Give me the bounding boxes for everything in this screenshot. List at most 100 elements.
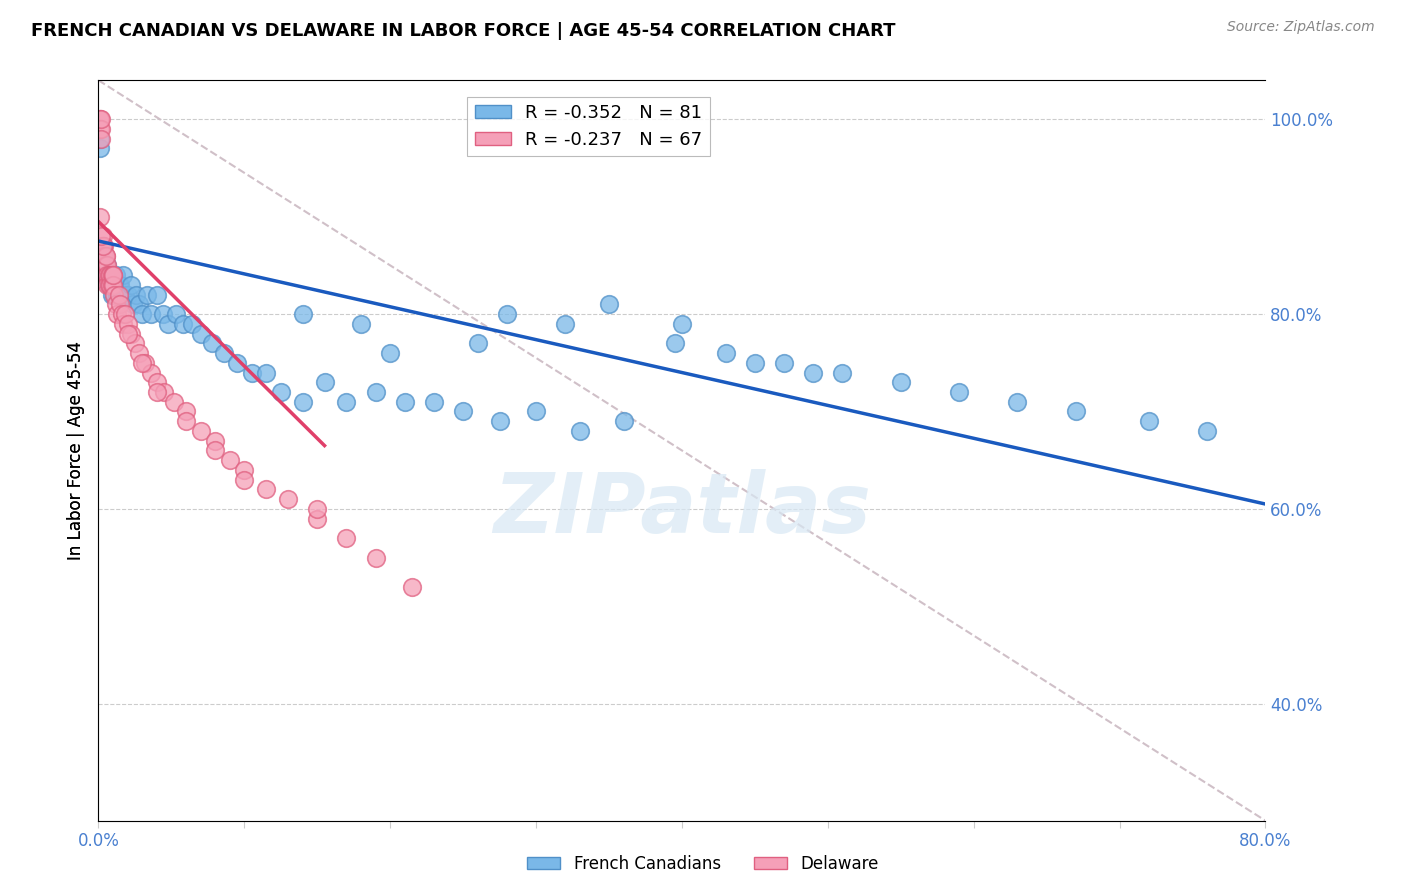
Point xyxy=(98,277,121,292)
Point xyxy=(153,384,176,399)
Point xyxy=(612,414,634,428)
Point xyxy=(350,317,373,331)
Point xyxy=(134,356,156,370)
Point xyxy=(91,229,114,244)
Point xyxy=(124,336,146,351)
Point xyxy=(93,259,115,273)
Point xyxy=(93,249,115,263)
Point xyxy=(335,394,357,409)
Point xyxy=(714,346,737,360)
Point xyxy=(394,394,416,409)
Point xyxy=(128,297,150,311)
Point xyxy=(226,356,249,370)
Point xyxy=(98,277,121,292)
Point xyxy=(100,287,122,301)
Text: FRENCH CANADIAN VS DELAWARE IN LABOR FORCE | AGE 45-54 CORRELATION CHART: FRENCH CANADIAN VS DELAWARE IN LABOR FOR… xyxy=(31,22,896,40)
Point xyxy=(139,307,162,321)
Point xyxy=(233,473,256,487)
Point xyxy=(94,259,117,273)
Point xyxy=(291,307,314,321)
Point xyxy=(364,550,387,565)
Point xyxy=(524,404,547,418)
Legend: R = -0.352   N = 81, R = -0.237   N = 67: R = -0.352 N = 81, R = -0.237 N = 67 xyxy=(467,96,710,156)
Point xyxy=(671,317,693,331)
Point xyxy=(152,307,174,321)
Point xyxy=(111,307,134,321)
Point xyxy=(496,307,519,321)
Point xyxy=(190,326,212,341)
Text: ZIPatlas: ZIPatlas xyxy=(494,469,870,550)
Point xyxy=(110,277,132,292)
Point xyxy=(101,268,124,282)
Point xyxy=(105,287,128,301)
Point xyxy=(97,268,120,282)
Point xyxy=(270,384,292,399)
Point xyxy=(96,277,118,292)
Y-axis label: In Labor Force | Age 45-54: In Labor Force | Age 45-54 xyxy=(66,341,84,560)
Point xyxy=(163,394,186,409)
Point xyxy=(180,317,202,331)
Point xyxy=(89,141,111,155)
Point xyxy=(233,463,256,477)
Point xyxy=(104,297,127,311)
Legend: French Canadians, Delaware: French Canadians, Delaware xyxy=(520,848,886,880)
Point xyxy=(120,277,142,292)
Point xyxy=(1195,424,1218,438)
Point xyxy=(254,366,277,380)
Point xyxy=(744,356,766,370)
Point xyxy=(174,404,197,418)
Point xyxy=(131,356,153,370)
Point xyxy=(89,112,111,127)
Point xyxy=(125,287,148,301)
Point xyxy=(146,287,169,301)
Point xyxy=(1064,404,1087,418)
Point xyxy=(131,307,153,321)
Point xyxy=(101,268,124,282)
Point xyxy=(291,394,314,409)
Point xyxy=(94,268,117,282)
Point xyxy=(146,384,169,399)
Point xyxy=(93,259,115,273)
Point xyxy=(104,268,127,282)
Point xyxy=(94,259,117,273)
Point xyxy=(103,287,125,301)
Point xyxy=(488,414,510,428)
Point xyxy=(307,502,329,516)
Point xyxy=(89,210,111,224)
Point xyxy=(101,268,124,282)
Point xyxy=(801,366,824,380)
Point xyxy=(254,483,277,497)
Point xyxy=(101,277,124,292)
Point xyxy=(112,268,135,282)
Point xyxy=(831,366,853,380)
Point xyxy=(204,434,226,448)
Point xyxy=(190,424,212,438)
Point xyxy=(90,112,112,127)
Point xyxy=(100,268,122,282)
Point xyxy=(108,287,131,301)
Point xyxy=(664,336,686,351)
Point xyxy=(135,287,157,301)
Point xyxy=(110,297,132,311)
Point xyxy=(157,317,180,331)
Point xyxy=(380,346,402,360)
Point xyxy=(90,229,112,244)
Point xyxy=(91,239,114,253)
Point xyxy=(96,268,118,282)
Point xyxy=(94,249,117,263)
Point xyxy=(103,287,125,301)
Point xyxy=(554,317,576,331)
Point xyxy=(108,277,131,292)
Point xyxy=(94,268,117,282)
Point xyxy=(117,326,139,341)
Point xyxy=(100,277,122,292)
Point xyxy=(117,287,139,301)
Point xyxy=(598,297,620,311)
Point xyxy=(90,249,112,263)
Point xyxy=(97,277,120,292)
Point xyxy=(335,531,357,545)
Point xyxy=(89,122,111,136)
Point xyxy=(91,249,114,263)
Point xyxy=(89,132,111,146)
Y-axis label: In Labor Force | Age 45-54: In Labor Force | Age 45-54 xyxy=(66,341,84,560)
